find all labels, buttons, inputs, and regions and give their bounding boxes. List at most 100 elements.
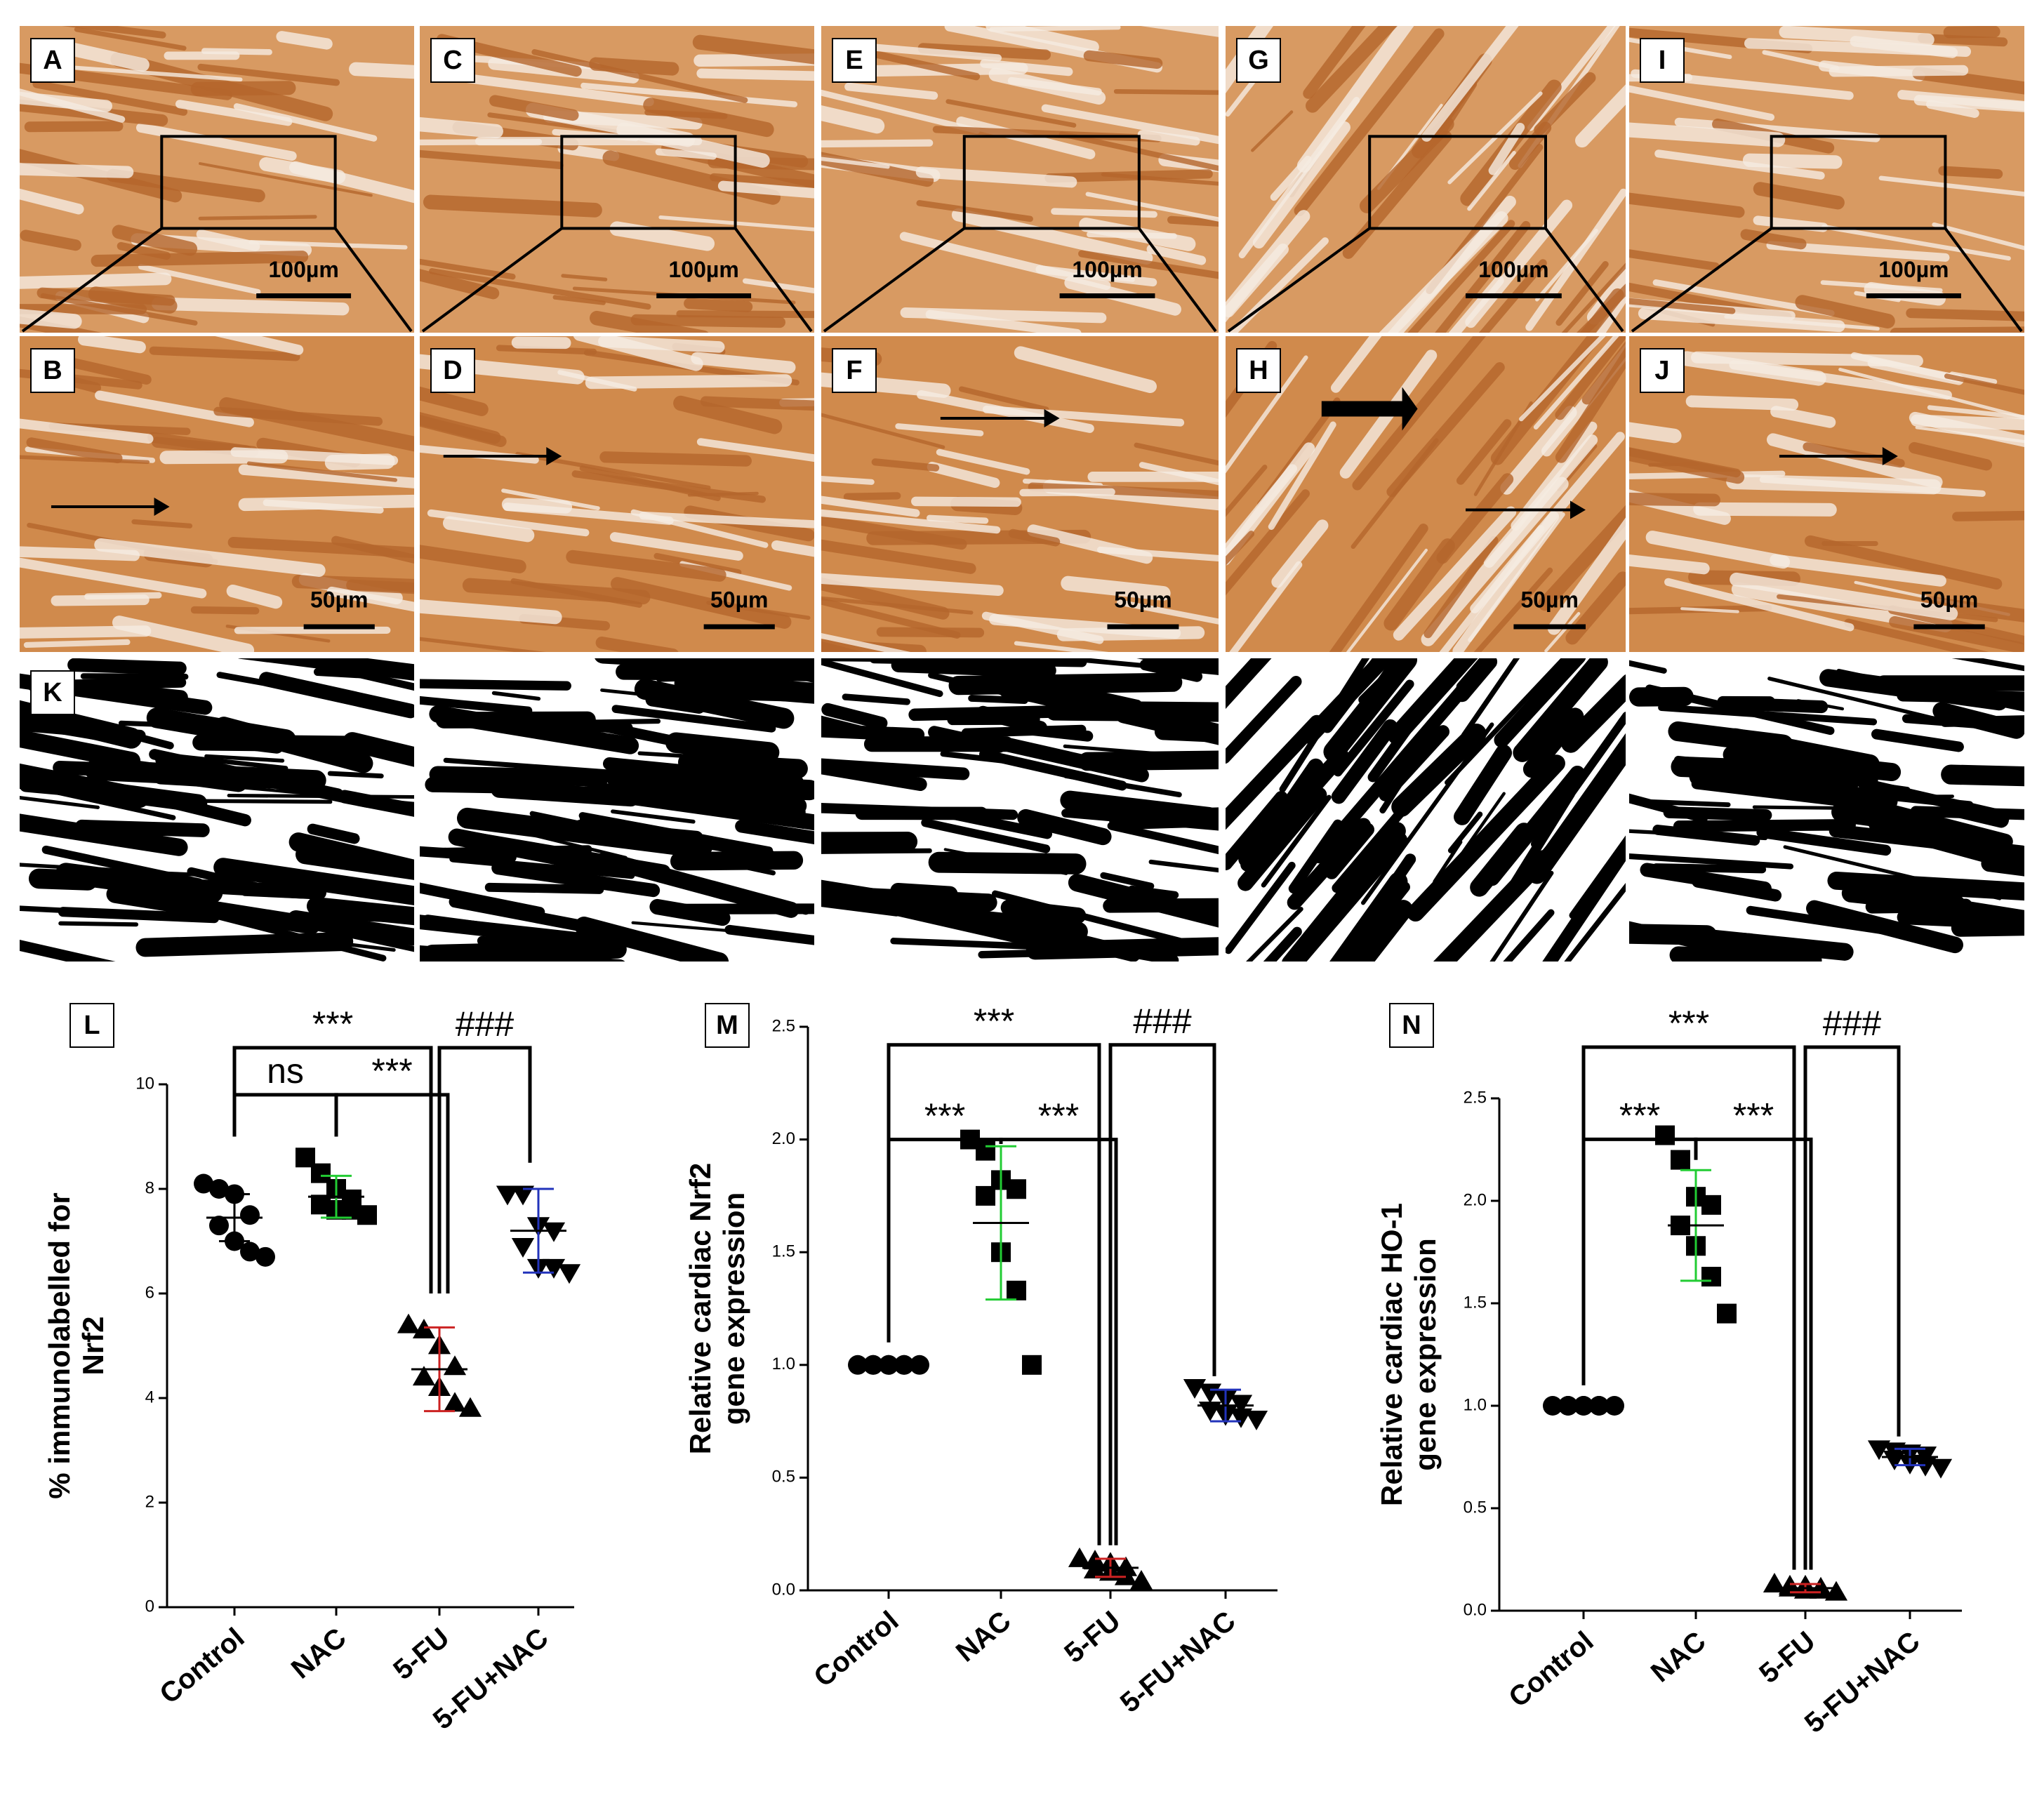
tissue-fiber	[227, 793, 414, 799]
tissue-fiber	[58, 907, 220, 924]
panel-label: G	[1248, 46, 1269, 75]
tissue-fiber	[956, 116, 1096, 159]
scale-bar-label: 50µm	[1520, 587, 1578, 612]
tissue-fiber	[1226, 790, 1288, 870]
panel-label: D	[443, 356, 462, 385]
significance-bracket	[1581, 1137, 1698, 1385]
micrograph	[20, 658, 414, 962]
zoom-line	[1944, 227, 2023, 333]
tissue-fiber	[1525, 188, 1626, 331]
tissue-fiber	[1139, 659, 1203, 682]
tissue-fiber	[1061, 576, 1171, 601]
tissue-fiber	[20, 88, 126, 123]
tissue-fiber	[198, 215, 317, 220]
tissue-fiber	[20, 272, 172, 289]
tissue-fiber	[20, 188, 84, 215]
tissue-fiber	[1066, 936, 1179, 962]
tissue-fiber	[1238, 97, 1360, 259]
panel-label: A	[43, 46, 62, 75]
y-tick-label: 0.5	[1464, 1498, 1487, 1517]
tissue-fiber	[1226, 210, 1310, 323]
tissue-fiber	[821, 758, 970, 780]
tissue-fiber	[1522, 707, 1584, 778]
tissue-fiber	[1435, 220, 1531, 333]
tissue-fiber	[951, 208, 1153, 265]
tissue-fiber	[1321, 658, 1388, 733]
tissue-fiber	[149, 346, 300, 361]
tissue-fiber	[420, 545, 526, 573]
tissue-fiber	[700, 396, 814, 411]
tissue-fiber	[1640, 799, 1731, 808]
tissue-fiber	[346, 579, 414, 594]
x-tick-label: Control	[1503, 1625, 1599, 1713]
tissue-fiber	[1542, 839, 1626, 962]
tissue-fiber	[1876, 821, 1944, 839]
tissue-fiber	[1421, 26, 1519, 142]
tissue-fiber	[860, 48, 981, 81]
tissue-fiber	[891, 658, 1056, 678]
tissue-fiber	[1561, 262, 1626, 333]
tissue-fiber	[1753, 215, 1829, 232]
tissue-fiber	[821, 596, 974, 615]
tissue-fiber	[935, 806, 1052, 839]
tissue-fiber	[1795, 295, 1895, 328]
tissue-fiber	[821, 724, 925, 742]
tissue-fiber	[1028, 482, 1219, 500]
tissue-fiber	[1629, 122, 1786, 147]
tissue-fiber	[442, 516, 535, 543]
tissue-fiber	[484, 882, 604, 894]
tissue-fiber	[112, 225, 198, 256]
y-axis-label: Relative cardiac Nrf2	[684, 1163, 717, 1455]
data-point	[1913, 1456, 1937, 1477]
tissue-fiber	[1629, 249, 1720, 271]
panel-label: H	[1249, 356, 1268, 385]
tissue-fiber	[989, 613, 1181, 639]
tissue-fiber	[1932, 222, 2024, 251]
tissue-fiber	[1251, 110, 1294, 152]
tissue-fiber	[1473, 567, 1553, 652]
tissue-fiber	[1693, 502, 1837, 517]
tissue-fiber	[574, 917, 729, 962]
y-tick-label: 0	[145, 1597, 154, 1616]
tissue-fiber	[1878, 175, 2024, 197]
tissue-fiber	[449, 855, 635, 879]
x-tick-label: 5-FU+NAC	[1799, 1625, 1926, 1739]
tissue-fiber	[1466, 759, 1625, 944]
tissue-fiber	[23, 639, 131, 648]
tissue-fiber	[1744, 38, 1972, 57]
tissue-fiber	[496, 345, 597, 355]
arrow-head	[546, 447, 562, 465]
tissue-fiber	[420, 599, 562, 625]
tissue-fiber	[1109, 807, 1219, 830]
tissue-fiber	[1456, 419, 1512, 485]
tissue-fiber	[1629, 660, 1667, 674]
tissue-fiber	[20, 557, 207, 599]
significance-bracket	[437, 1046, 532, 1293]
tissue-fiber	[1246, 907, 1303, 962]
tissue-fiber	[945, 99, 1077, 128]
tissue-fiber	[1107, 822, 1219, 855]
tissue-fiber	[1513, 658, 1608, 762]
data-point	[357, 1205, 377, 1225]
tissue-fiber	[135, 123, 297, 161]
tissue-fiber	[1448, 275, 1504, 333]
tissue-fiber	[1685, 395, 1799, 411]
tissue-fiber	[489, 95, 579, 121]
tissue-fiber	[146, 791, 251, 827]
zoom-box	[560, 135, 737, 230]
tissue-fiber	[1753, 182, 1845, 210]
zoom-line	[823, 227, 965, 333]
arrow-head	[1402, 387, 1418, 431]
tissue-fiber	[1019, 488, 1115, 497]
micrograph	[420, 26, 814, 333]
tissue-fiber	[1008, 528, 1061, 547]
tissue-fiber	[821, 413, 945, 449]
tissue-fiber	[1287, 818, 1372, 910]
tissue-fiber	[1844, 618, 1989, 652]
tissue-fiber	[1113, 88, 1219, 95]
tissue-fiber	[1922, 596, 2024, 623]
y-tick-label: 2.5	[772, 1016, 795, 1035]
micrograph	[420, 658, 814, 962]
tissue-fiber	[190, 606, 260, 615]
tissue-fiber	[201, 48, 272, 55]
